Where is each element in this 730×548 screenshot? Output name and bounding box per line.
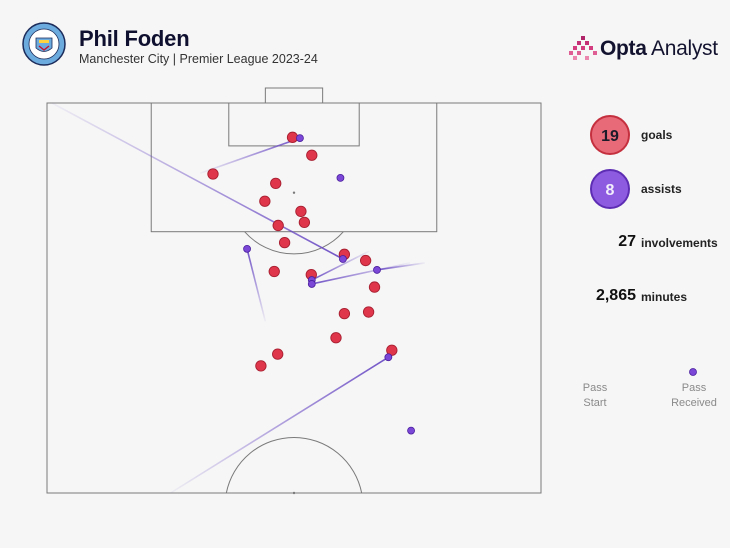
centre-spot xyxy=(292,491,296,495)
penalty-area xyxy=(150,102,438,233)
goals-badge: 19 xyxy=(590,115,630,155)
goals-label: goals xyxy=(641,128,673,142)
legend-pass-received: Pass Received xyxy=(664,381,724,411)
pitch-markings xyxy=(46,87,542,495)
legend-start-line2: Start xyxy=(583,397,607,409)
assist-pass-received-point xyxy=(384,353,393,362)
legend-end-line2: Received xyxy=(671,397,717,409)
assist-pass-line xyxy=(170,356,389,494)
manchester-city-crest-icon xyxy=(22,22,66,66)
goal-shot-point xyxy=(270,177,282,189)
goal-shot-point xyxy=(330,332,342,344)
assist-markers xyxy=(243,134,415,435)
goal-markers xyxy=(207,131,398,372)
goal-shot-point xyxy=(338,307,351,320)
assist-pass-received-point xyxy=(307,280,316,288)
goal-shot-point xyxy=(278,236,291,249)
assist-pass-line xyxy=(311,262,411,285)
goal-shot-point xyxy=(368,281,381,293)
assist-pass-received-point xyxy=(296,134,304,143)
brand-opta: Opta xyxy=(600,37,647,60)
player-name: Phil Foden xyxy=(79,26,190,51)
goal-shot-point xyxy=(255,360,267,372)
involvements-label: involvements xyxy=(641,236,718,250)
penalty-spot xyxy=(292,191,296,194)
pitch-outline xyxy=(46,102,542,494)
goal-shot-point xyxy=(207,168,219,180)
opta-analyst-logo: Opta Analyst xyxy=(568,34,730,64)
goal-shot-point xyxy=(306,149,318,161)
legend-start-line1: Pass xyxy=(582,382,608,394)
player-subtitle: Manchester City | Premier League 2023-24 xyxy=(79,52,318,66)
legend-pass-start: Pass Start xyxy=(565,381,625,411)
assist-pass-line xyxy=(246,248,267,322)
goal-frame xyxy=(264,87,324,104)
legend-end-line1: Pass xyxy=(681,382,707,394)
assist-pass-received-point xyxy=(243,244,251,253)
penalty-arc xyxy=(244,231,344,255)
stat-goals: 19 goals xyxy=(580,115,728,155)
assists-label: assists xyxy=(641,182,682,196)
involvements-value: 27 xyxy=(618,233,636,250)
goal-shot-point xyxy=(272,219,284,232)
opta-logo-icon xyxy=(569,36,597,60)
centre-circle xyxy=(225,436,363,494)
brand-analyst: Analyst xyxy=(646,37,718,60)
header: Phil Foden Manchester City | Premier Lea… xyxy=(22,22,722,70)
goal-shot-point xyxy=(362,306,375,318)
assist-pass-received-point xyxy=(407,426,415,435)
minutes-value: 2,865 xyxy=(595,287,636,304)
goal-shot-point xyxy=(298,216,311,228)
assist-pass-lines xyxy=(51,102,426,494)
pass-legend-graphic xyxy=(595,368,697,376)
goal-shot-point xyxy=(295,205,307,218)
goal-shot-point xyxy=(359,254,372,267)
goal-shot-point xyxy=(386,344,398,356)
legend-pass-end-dot xyxy=(689,368,697,376)
goal-shot-point xyxy=(259,195,271,207)
assist-pass-received-point xyxy=(336,173,345,182)
goal-shot-point xyxy=(268,265,280,278)
assist-pass-received-point xyxy=(373,266,381,274)
stat-involvements: 27 involvements xyxy=(580,223,728,263)
goal-shot-point xyxy=(272,348,284,360)
minutes-label: minutes xyxy=(641,290,688,304)
assist-pass-line xyxy=(51,102,344,260)
stat-assists: 8 assists xyxy=(580,169,728,209)
stat-minutes: 2,865 minutes xyxy=(580,277,728,317)
assist-pass-line xyxy=(199,137,301,174)
assist-pass-line xyxy=(311,250,370,281)
assist-pass-received-point xyxy=(339,255,347,263)
assists-badge: 8 xyxy=(590,169,630,209)
